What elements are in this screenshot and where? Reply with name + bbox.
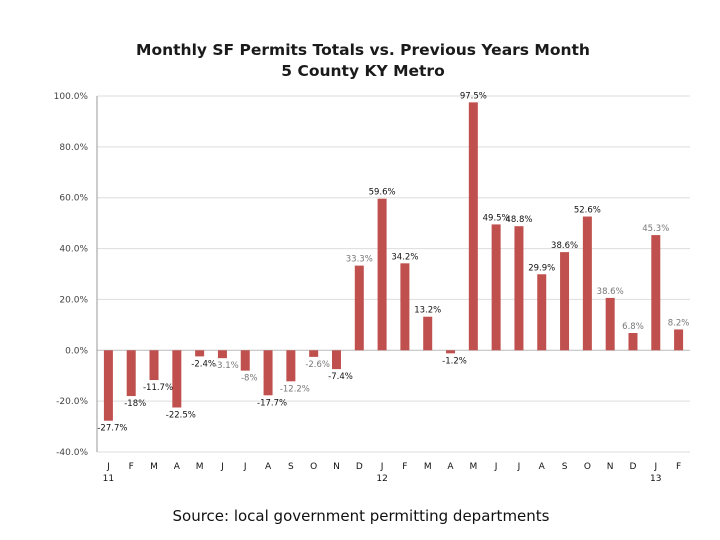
x-tick-label: J <box>653 462 657 472</box>
data-label: -11.7% <box>143 383 173 393</box>
x-tick-label: A <box>265 462 272 472</box>
bar <box>263 350 273 396</box>
bar <box>605 297 615 351</box>
data-label: -17.7% <box>257 398 287 408</box>
y-tick-label: 0.0% <box>65 346 88 356</box>
gridlines <box>97 95 690 453</box>
x-tick-label: A <box>447 462 454 472</box>
y-tick-label: 60.0% <box>59 194 88 204</box>
bar <box>628 332 638 351</box>
y-axis: 100.0% 80.0% 60.0% 40.0% 20.0% 0.0% -20.0% -40.… <box>54 92 98 458</box>
x-tick-label: J <box>106 462 110 472</box>
data-label: -27.7% <box>97 424 127 434</box>
source-note: Source: local government permitting depa… <box>173 507 550 525</box>
data-label: 97.5% <box>460 91 487 101</box>
bar <box>149 350 159 381</box>
y-tick-label: 20.0% <box>59 295 88 305</box>
bar <box>491 224 501 351</box>
bar <box>423 316 433 351</box>
data-label: 38.6% <box>551 241 578 251</box>
x-tick-label: N <box>333 462 340 472</box>
y-tick-label: 100.0% <box>54 92 89 102</box>
bar <box>331 350 341 370</box>
data-label: 38.6% <box>597 287 624 297</box>
bar <box>400 263 410 351</box>
x-tick-label: A <box>174 462 181 472</box>
x-tick-label: J <box>494 462 498 472</box>
bar <box>674 329 684 351</box>
data-label: 45.3% <box>642 224 669 234</box>
data-label: -2.4% <box>191 359 216 369</box>
x-tick-label: A <box>539 462 546 472</box>
y-tick-label: -40.0% <box>56 448 88 458</box>
x-tick-label: M <box>424 462 432 472</box>
x-tick-label: M <box>196 462 204 472</box>
bar <box>651 235 661 351</box>
bar <box>217 350 227 359</box>
x-tick-label: F <box>129 462 134 472</box>
x-tick-label: F <box>676 462 681 472</box>
bar <box>172 350 182 408</box>
data-label: -18% <box>124 399 146 409</box>
y-tick-label: 40.0% <box>59 245 88 255</box>
bar <box>309 350 319 357</box>
data-label: -1.2% <box>442 356 467 366</box>
data-label: -2.6% <box>305 360 330 370</box>
y-tick-label: 80.0% <box>59 143 88 153</box>
data-label: -8% <box>241 374 258 384</box>
x-tick-label: D <box>356 462 363 472</box>
x-tick-label: S <box>288 462 294 472</box>
bar <box>560 252 570 351</box>
bar <box>126 350 136 397</box>
x-tick-label: J <box>380 462 384 472</box>
x-tick-label: D <box>630 462 637 472</box>
bar <box>537 274 547 351</box>
x-year-label: 11 <box>103 474 114 484</box>
chart-subtitle: 5 County KY Metro <box>281 62 444 80</box>
x-tick-label: M <box>469 462 477 472</box>
data-label: 33.3% <box>346 255 373 265</box>
x-tick-label: J <box>220 462 224 472</box>
data-label: 29.9% <box>528 263 555 273</box>
x-tick-label: J <box>243 462 247 472</box>
x-tick-label: S <box>562 462 568 472</box>
bar <box>195 350 205 357</box>
data-label: 49.5% <box>483 213 510 223</box>
x-tick-label: N <box>607 462 614 472</box>
chart-title: Monthly SF Permits Totals vs. Previous Y… <box>136 41 590 59</box>
bar <box>354 265 364 351</box>
data-label: 59.6% <box>369 188 396 198</box>
bar <box>240 350 250 371</box>
x-year-label: 12 <box>376 474 387 484</box>
y-tick-label: -20.0% <box>56 397 88 407</box>
x-tick-label: O <box>584 462 591 472</box>
x-tick-label: O <box>310 462 317 472</box>
data-label: 6.8% <box>622 322 644 332</box>
x-tick-label: M <box>150 462 158 472</box>
x-tick-label: F <box>402 462 407 472</box>
bar <box>377 198 387 351</box>
data-label: 8.2% <box>668 318 690 328</box>
bar <box>286 350 296 382</box>
bar <box>468 102 478 351</box>
x-axis: J 11 F M A M J J A S O N D J 12 F M A M J J A S O N D J 13 F <box>103 462 682 484</box>
data-label: -7.4% <box>328 372 353 382</box>
x-tick-label: J <box>517 462 521 472</box>
bar <box>582 216 592 351</box>
data-label: -22.5% <box>166 411 196 421</box>
bar <box>514 226 524 351</box>
x-year-label: 13 <box>650 474 661 484</box>
bars <box>103 102 684 421</box>
bar <box>446 350 456 354</box>
data-label: 34.2% <box>391 252 418 262</box>
bar <box>103 350 113 421</box>
data-label: 48.8% <box>505 215 532 225</box>
data-labels: -27.7% -18% -11.7% -22.5% -2.4%-3.1%-8% -17.7… <box>97 91 689 433</box>
data-label: -12.2% <box>280 384 310 394</box>
data-label: 13.2% <box>414 306 441 316</box>
data-label: -3.1% <box>214 361 239 371</box>
data-label: 52.6% <box>574 206 601 216</box>
